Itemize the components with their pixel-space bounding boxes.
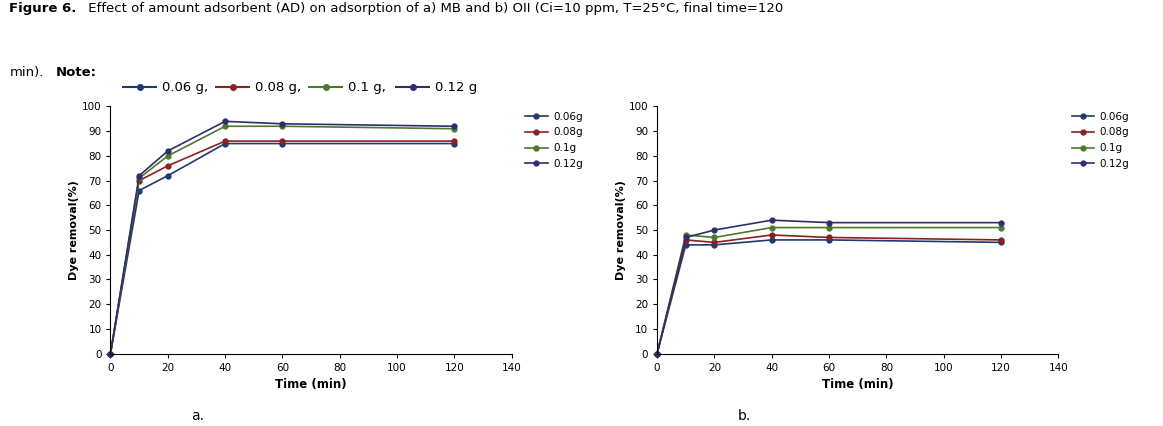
Legend: 0.06g, 0.08g, 0.1g, 0.12g: 0.06g, 0.08g, 0.1g, 0.12g — [1071, 112, 1129, 169]
Text: Figure 6.: Figure 6. — [9, 2, 77, 15]
Text: Note:: Note: — [56, 66, 97, 79]
Y-axis label: Dye removal(%): Dye removal(%) — [615, 180, 626, 280]
Text: min).: min). — [9, 66, 44, 79]
Text: 0.06 g,: 0.06 g, — [162, 81, 208, 94]
Y-axis label: Dye removal(%): Dye removal(%) — [69, 180, 79, 280]
Text: 0.08 g,: 0.08 g, — [255, 81, 301, 94]
Text: Effect of amount adsorbent (AD) on adsorption of a) MB and b) OII (Ci=10 ppm, T=: Effect of amount adsorbent (AD) on adsor… — [84, 2, 783, 15]
Legend: 0.06g, 0.08g, 0.1g, 0.12g: 0.06g, 0.08g, 0.1g, 0.12g — [525, 112, 583, 169]
Text: 0.1 g,: 0.1 g, — [348, 81, 386, 94]
X-axis label: Time (min): Time (min) — [276, 378, 347, 391]
X-axis label: Time (min): Time (min) — [822, 378, 893, 391]
Text: 0.12 g: 0.12 g — [435, 81, 477, 94]
Text: a.: a. — [191, 409, 205, 423]
Text: b.: b. — [737, 409, 751, 423]
